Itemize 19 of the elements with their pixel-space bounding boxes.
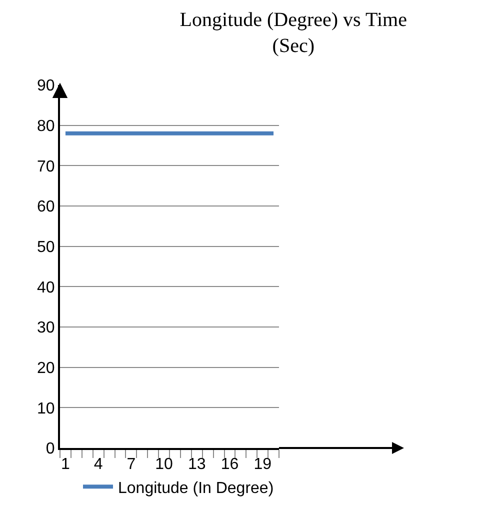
x-tick-label: 4 [94,456,103,474]
y-tick-label: 80 [37,118,55,135]
y-tick-label: 0 [46,440,55,458]
y-tick-label: 30 [37,320,55,337]
x-tick-label: 13 [188,456,206,474]
y-tick-label: 70 [37,158,55,176]
chart-title: Longitude (Degree) vs Time (Sec) [180,8,408,57]
x-tick-label: 16 [220,456,239,474]
y-tick-label: 40 [37,279,55,296]
y-tick-label: 10 [37,400,55,418]
y-tick-label: 90 [37,78,55,95]
x-tick-label: 10 [155,456,174,474]
x-tick-label: 1 [61,456,70,474]
x-tick-label: 7 [126,456,136,474]
y-tick-label: 20 [37,360,55,377]
legend-label: Longitude (In Degree) [118,480,274,497]
x-tick-label: 19 [254,456,272,474]
y-tick-label: 50 [37,238,55,256]
y-tick-label: 60 [37,198,55,216]
